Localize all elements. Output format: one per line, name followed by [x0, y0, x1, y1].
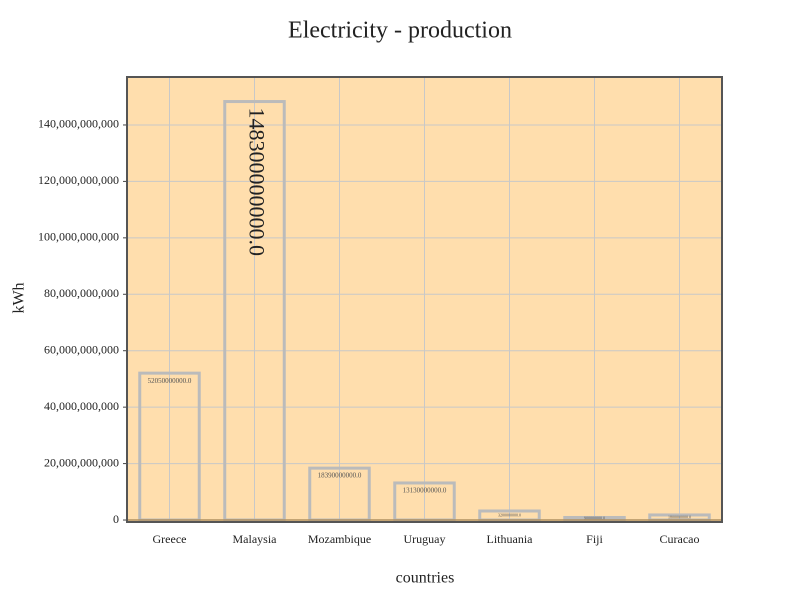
y-tick-label: 80,000,000,000 — [44, 286, 119, 300]
value-label: 3200000000.0 — [498, 512, 521, 517]
x-tick-label: Greece — [153, 532, 187, 546]
y-tick-label: 20,000,000,000 — [44, 455, 119, 469]
chart-title: Electricity - production — [288, 18, 512, 44]
value-label: 13130000000.0 — [403, 487, 447, 495]
y-tick-label: 100,000,000,000 — [38, 230, 119, 244]
y-tick-label: 40,000,000,000 — [44, 399, 119, 413]
x-tick-label: Malaysia — [233, 532, 278, 546]
y-tick-label: 120,000,000,000 — [38, 173, 119, 187]
y-axis-title: kWh — [11, 282, 28, 313]
x-axis-title: countries — [396, 570, 455, 587]
value-label: 900000000.0 — [584, 516, 605, 521]
value-label: 148300000000.0 — [244, 108, 269, 257]
x-tick-label: Fiji — [586, 532, 603, 546]
x-tick-label: Lithuania — [487, 532, 534, 546]
x-tick-label: Curacao — [660, 532, 700, 546]
value-label: 18390000000.0 — [318, 472, 362, 480]
x-tick-label: Uruguay — [404, 532, 446, 546]
y-tick-label: 0 — [113, 512, 119, 526]
value-label: 52050000000.0 — [148, 377, 192, 385]
y-tick-label: 140,000,000,000 — [38, 117, 119, 131]
plot-border — [126, 76, 723, 523]
value-label: 1800000000.0 — [668, 514, 691, 519]
x-tick-label: Mozambique — [308, 532, 371, 546]
y-tick-label: 60,000,000,000 — [44, 342, 119, 356]
